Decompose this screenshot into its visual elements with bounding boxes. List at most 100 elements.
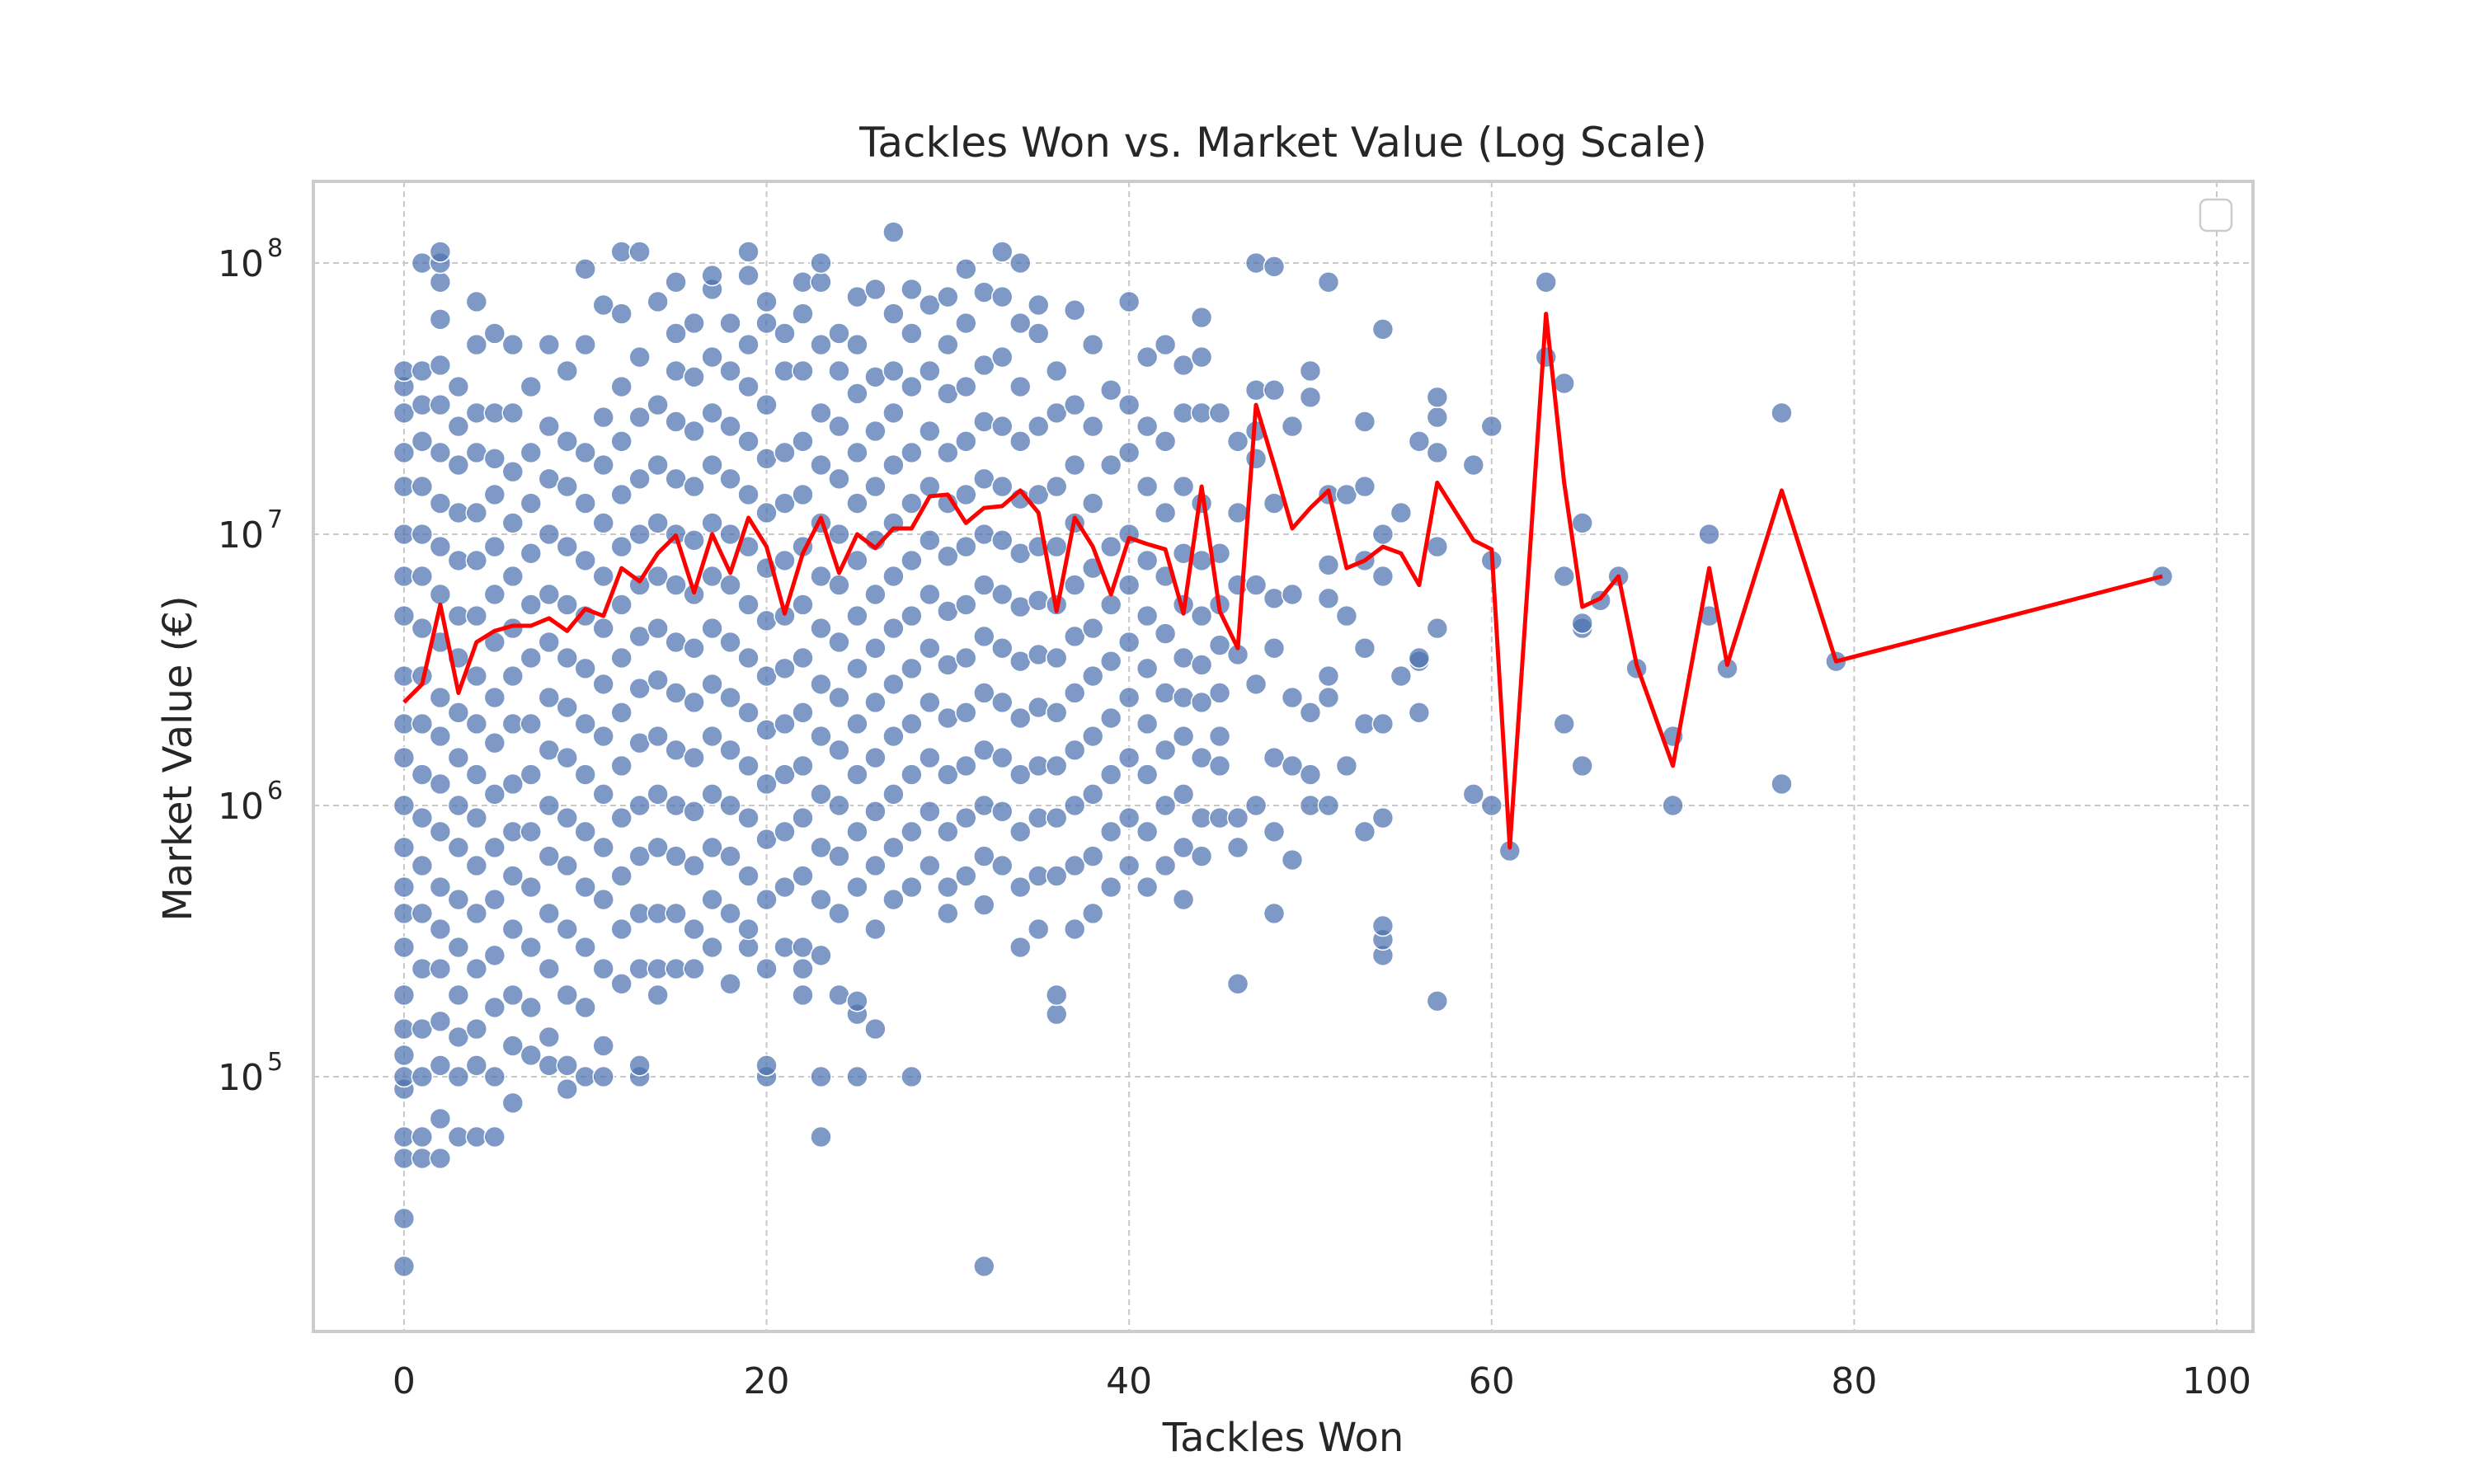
data-point <box>429 535 452 558</box>
data-point <box>1299 386 1322 409</box>
data-point <box>792 984 814 1007</box>
data-point <box>1371 565 1395 588</box>
data-point <box>574 333 597 356</box>
data-point <box>683 957 705 980</box>
data-point <box>973 281 995 303</box>
data-point <box>846 604 868 627</box>
x-axis-label: Tackles Won <box>1162 1415 1404 1461</box>
data-point <box>1172 686 1195 709</box>
data-point <box>1281 754 1304 777</box>
data-point <box>1045 475 1068 498</box>
data-point <box>538 415 561 438</box>
data-point <box>846 1065 868 1088</box>
data-point <box>411 712 434 735</box>
data-point <box>483 731 506 754</box>
data-point <box>990 636 1014 660</box>
data-point <box>628 1054 651 1077</box>
data-point <box>411 806 434 829</box>
data-point <box>1063 453 1086 477</box>
data-point <box>647 453 669 477</box>
data-point <box>538 333 561 356</box>
data-point <box>792 957 814 980</box>
data-point <box>501 1092 524 1115</box>
data-point <box>665 270 687 294</box>
data-point <box>520 876 543 899</box>
data-point <box>901 322 923 345</box>
data-point <box>1099 763 1122 786</box>
data-point <box>973 1255 995 1278</box>
data-point <box>411 565 434 588</box>
data-point <box>1353 411 1376 433</box>
data-point <box>719 739 741 762</box>
data-point <box>701 783 723 805</box>
x-tick-label: 100 <box>2182 1360 2251 1402</box>
data-point <box>556 535 579 558</box>
data-point <box>1263 636 1286 660</box>
data-point <box>447 1065 470 1088</box>
data-point <box>810 725 832 748</box>
data-point <box>973 794 995 817</box>
data-point <box>1063 393 1086 416</box>
data-point <box>1190 604 1213 627</box>
data-point <box>665 411 687 433</box>
data-point <box>592 888 615 911</box>
data-point <box>1172 888 1195 911</box>
data-point <box>1408 702 1431 724</box>
data-point <box>973 894 995 916</box>
data-point <box>719 631 741 654</box>
data-point <box>1771 402 1793 425</box>
data-point <box>737 806 760 829</box>
data-point <box>774 876 796 899</box>
data-point <box>538 583 561 606</box>
data-point <box>1045 359 1068 383</box>
data-point <box>1081 902 1104 925</box>
data-point <box>1117 574 1141 596</box>
y-tick-base: 10 <box>218 1057 264 1099</box>
data-point <box>901 657 923 680</box>
data-point <box>1117 854 1141 877</box>
data-point <box>501 918 524 941</box>
y-tick-label: 10 5 <box>218 1048 283 1099</box>
data-point <box>429 241 452 263</box>
data-point <box>447 415 470 438</box>
data-point <box>882 359 905 383</box>
trend-line <box>402 312 2163 850</box>
data-point <box>882 565 905 588</box>
data-point <box>828 631 850 654</box>
data-point <box>755 312 778 335</box>
data-point <box>701 402 723 425</box>
x-tick-label: 40 <box>1106 1360 1152 1402</box>
data-point <box>719 686 741 709</box>
data-point <box>520 646 543 669</box>
y-tick-label: 10 7 <box>218 505 283 556</box>
data-point <box>990 285 1014 308</box>
data-point <box>774 492 796 514</box>
data-point <box>1299 359 1322 383</box>
data-point <box>574 820 597 843</box>
data-point <box>810 783 832 805</box>
data-point <box>501 565 524 588</box>
data-point <box>1099 378 1122 402</box>
data-point <box>1136 763 1159 786</box>
data-point <box>610 303 633 325</box>
data-point <box>882 402 905 425</box>
data-point <box>864 1017 887 1040</box>
data-point <box>501 460 524 483</box>
data-point <box>1553 565 1576 588</box>
data-point <box>1009 820 1032 843</box>
data-point <box>810 251 832 275</box>
legend <box>2199 198 2233 232</box>
data-point <box>901 604 923 627</box>
data-point <box>955 702 977 724</box>
data-point <box>1154 333 1177 356</box>
data-point <box>1081 845 1104 867</box>
data-point <box>411 763 434 786</box>
data-point <box>1408 430 1431 453</box>
data-point <box>1371 523 1395 546</box>
data-point <box>447 746 470 769</box>
data-point <box>501 402 524 425</box>
data-point <box>1172 354 1195 377</box>
data-point <box>538 794 561 817</box>
data-point <box>882 673 905 696</box>
data-point <box>501 333 524 356</box>
